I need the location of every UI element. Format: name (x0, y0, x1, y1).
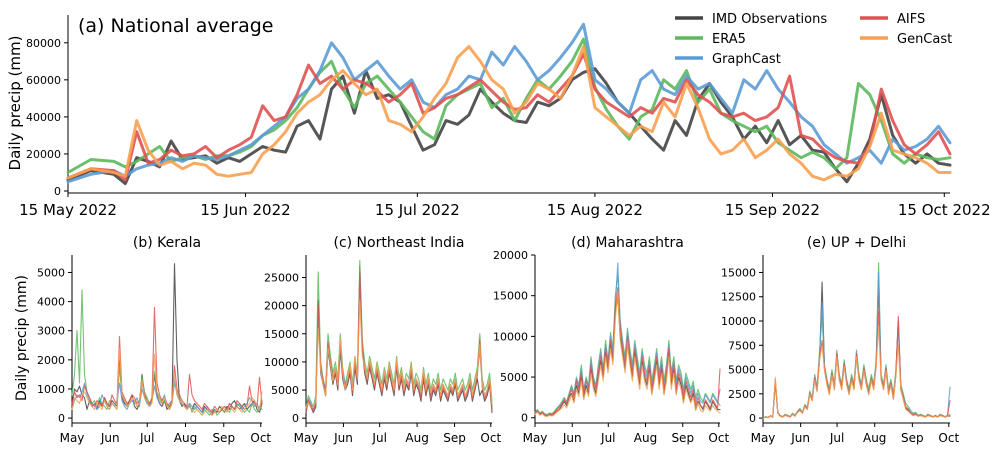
y-tick-label-c: 25000 (264, 272, 299, 285)
series-line-e-aifs (762, 310, 951, 419)
x-tick-label-a: 15 Jun 2022 (200, 201, 290, 219)
x-tick-label-d: Jun (562, 431, 582, 445)
y-tick-label-e: 10000 (721, 315, 756, 328)
y-tick-label-c: 5000 (271, 384, 299, 397)
x-tick-label-c: Oct (480, 431, 501, 445)
x-tick-label-d: Sep (671, 431, 694, 445)
x-tick-label-e: Sep (901, 431, 924, 445)
x-tick-label-a: 15 Jul 2022 (375, 201, 460, 219)
legend-label-aifs: AIFS (897, 12, 925, 27)
series-line-a-gencast (66, 45, 952, 182)
y-tick-label-d: 0 (521, 412, 528, 425)
x-tick-label-b: Sep (212, 431, 235, 445)
series-line-b-aifs (71, 306, 263, 413)
y-tick-label-e: 5000 (728, 364, 756, 377)
x-tick-label-b: May (60, 431, 85, 445)
series-line-b-imd-observations (71, 263, 263, 416)
y-tick-label-b: 0 (58, 412, 65, 425)
x-tick-label-e: Aug (863, 431, 886, 445)
y-tick-label-e: 12500 (721, 291, 756, 304)
panel-d-maharashtra: 0 5000 10000 15000 20000 May Jun Jul Aug Sep Oct (d… (493, 235, 729, 445)
y-tick-label-b: 3000 (37, 325, 65, 338)
panel-a-national-average: 0 20000 40000 60000 80000 15 May 2022 15 Jun 2… (6, 15, 991, 219)
y-tick-label-e: 0 (749, 412, 756, 425)
y-tick-label-d: 15000 (493, 290, 528, 303)
chart-title-b: (b) Kerala (133, 235, 201, 251)
y-tick-label-a: 0 (54, 185, 61, 198)
chart-title-c: (c) Northeast India (333, 235, 464, 251)
y-tick-label-b: 2000 (37, 354, 65, 367)
y-tick-label-e: 15000 (721, 266, 756, 279)
y-tick-label-d: 10000 (493, 330, 528, 343)
series-line-a-graphcast (66, 22, 952, 184)
legend-label-imd-observations: IMD Observations (712, 12, 827, 27)
x-tick-label-c: Sep (443, 431, 466, 445)
y-axis-label-b: Daily precip (mm) (14, 275, 30, 401)
x-tick-label-c: Aug (405, 431, 428, 445)
y-axis-label-a: Daily precip (mm) (6, 36, 24, 171)
series-line-b-era5 (71, 289, 263, 416)
series-line-e-era5 (762, 262, 951, 419)
y-tick-label-c: 15000 (264, 328, 299, 341)
x-tick-label-b: Aug (174, 431, 197, 445)
x-tick-label-a: 15 Sep 2022 (725, 201, 820, 219)
x-tick-label-b: Jul (139, 431, 154, 445)
series-line-d-aifs (534, 286, 721, 417)
x-tick-label-c: Jul (371, 431, 386, 445)
x-tick-label-e: Jun (790, 431, 810, 445)
y-tick-label-a: 40000 (26, 111, 61, 124)
x-tick-label-d: Aug (634, 431, 657, 445)
y-tick-label-b: 4000 (37, 296, 65, 309)
series-line-a-imd-observations (66, 67, 952, 186)
y-tick-label-e: 7500 (728, 339, 756, 352)
y-tick-label-e: 2500 (728, 388, 756, 401)
y-tick-label-a: 20000 (26, 148, 61, 161)
chart-title-e: (e) UP + Delhi (807, 235, 906, 251)
series-line-e-graphcast (762, 271, 951, 419)
y-tick-label-d: 20000 (493, 249, 528, 262)
panel-c-northeast-india: 0 5000 10000 15000 20000 25000 May Jun Jul Aug Sep… (264, 235, 501, 445)
series-line-d-era5 (534, 274, 721, 416)
legend-label-graphcast: GraphCast (712, 52, 781, 67)
series-line-e-gencast (762, 325, 951, 419)
y-tick-label-d: 5000 (500, 371, 528, 384)
x-tick-label-c: May (294, 431, 319, 445)
legend-label-gencast: GenCast (897, 32, 952, 47)
x-tick-label-d: May (523, 431, 548, 445)
y-tick-label-c: 10000 (264, 356, 299, 369)
y-tick-label-b: 5000 (37, 266, 65, 279)
x-tick-label-a: 15 Aug 2022 (547, 201, 643, 219)
x-tick-label-e: May (751, 431, 776, 445)
x-tick-label-e: Jul (829, 431, 844, 445)
y-tick-label-a: 60000 (26, 74, 61, 87)
chart-title-d: (d) Maharashtra (571, 235, 684, 251)
y-tick-label-a: 80000 (26, 37, 61, 50)
y-tick-label-c: 20000 (264, 300, 299, 313)
series-line-d-gencast (534, 291, 721, 418)
x-tick-label-d: Oct (708, 431, 729, 445)
x-tick-label-b: Oct (250, 431, 271, 445)
legend: IMD Observations ERA5 GraphCast AIFS GenCast (675, 12, 952, 67)
legend-label-era5: ERA5 (712, 32, 746, 47)
series-line-c-gencast (305, 299, 493, 409)
y-tick-label-b: 1000 (37, 383, 65, 396)
x-tick-label-e: Oct (938, 431, 959, 445)
y-tick-label-c: 0 (292, 412, 299, 425)
x-tick-label-d: Jul (600, 431, 615, 445)
panel-b-kerala: 0 1000 2000 3000 4000 5000 May Jun Jul Aug Sep Oct (… (14, 235, 271, 445)
panel-e-up-delhi: 0 2500 5000 7500 10000 12500 15000 May Jun Jul Aug… (721, 235, 959, 445)
chart-title-a: (a) National average (78, 15, 274, 37)
x-tick-label-b: Jun (100, 431, 120, 445)
x-tick-label-a: 15 May 2022 (19, 201, 117, 219)
series-line-b-gencast (71, 347, 263, 416)
x-tick-label-a: 15 Oct 2022 (898, 201, 991, 219)
x-tick-label-c: Jun (333, 431, 353, 445)
